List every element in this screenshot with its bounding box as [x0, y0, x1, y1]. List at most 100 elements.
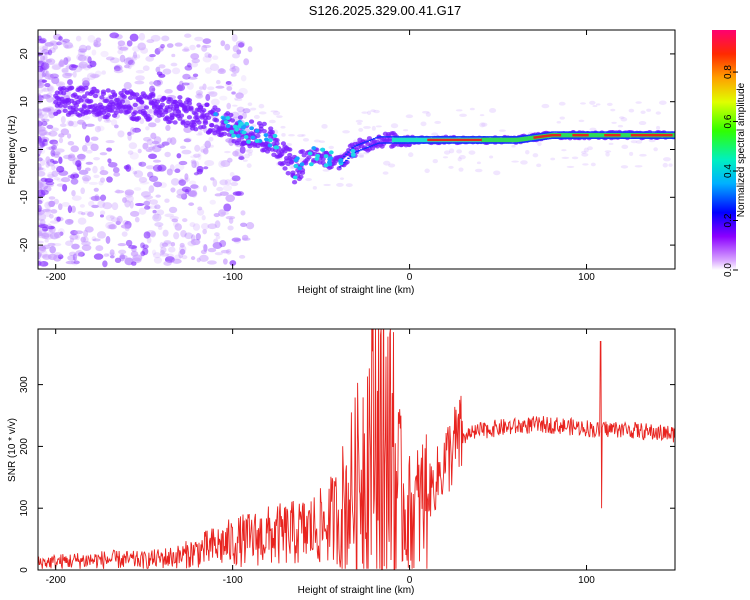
- noise-cell: [132, 254, 142, 261]
- noise-cell: [238, 42, 244, 48]
- noise-cell: [242, 235, 248, 241]
- ridge-edge-cell: [502, 136, 504, 137]
- ridge-cell: [104, 99, 109, 103]
- ridge-edge-cell: [369, 146, 371, 147]
- noise-cell: [434, 121, 441, 124]
- ridge-edge-cell: [604, 131, 606, 132]
- bottom-y-tick-label: 200: [19, 438, 30, 455]
- ridge-edge-cell: [430, 136, 432, 137]
- ridge-cell: [203, 121, 208, 125]
- noise-cell: [172, 68, 180, 75]
- noise-cell: [91, 136, 99, 140]
- ridge-edge-cell: [381, 136, 383, 137]
- noise-cell: [489, 108, 496, 113]
- noise-cell: [128, 245, 137, 249]
- ridge-edge-cell: [560, 131, 562, 132]
- ridge-cell: [214, 118, 219, 122]
- ridge-edge-cell: [538, 133, 540, 134]
- noise-cell: [458, 168, 463, 172]
- ridge-cell: [222, 132, 227, 136]
- noise-cell: [175, 43, 183, 47]
- ridge-cell: [292, 180, 297, 184]
- noise-cell: [136, 70, 145, 74]
- noise-cell: [184, 232, 192, 239]
- noise-cell: [68, 205, 72, 213]
- ridge-edge-cell: [356, 151, 358, 152]
- ridge-edge-cell: [625, 138, 627, 139]
- noise-cell: [163, 261, 171, 266]
- noise-cell: [61, 116, 66, 124]
- noise-cell: [100, 166, 104, 172]
- noise-cell: [179, 161, 188, 165]
- noise-cell: [557, 121, 561, 124]
- ridge-edge-cell: [619, 138, 621, 139]
- noise-cell: [110, 249, 115, 255]
- noise-cell: [328, 146, 334, 149]
- noise-cell: [95, 126, 101, 132]
- ridge-edge-cell: [419, 136, 421, 137]
- noise-cell: [74, 230, 83, 234]
- ridge-edge-cell: [662, 138, 664, 139]
- noise-cell: [629, 152, 633, 156]
- noise-cell: [198, 131, 203, 135]
- noise-cell: [110, 57, 120, 63]
- top-x-tick-label: -200: [46, 272, 66, 283]
- ridge-edge-cell: [574, 131, 576, 132]
- noise-cell: [205, 94, 210, 101]
- ridge-edge-cell: [632, 131, 634, 132]
- noise-cell: [90, 144, 98, 152]
- noise-cell: [95, 245, 103, 251]
- top-y-axis-label: Frequency (Hz): [7, 116, 18, 185]
- noise-cell: [89, 61, 96, 68]
- ridge-edge-cell: [405, 136, 407, 137]
- noise-cell: [198, 152, 202, 160]
- noise-cell: [44, 83, 50, 87]
- ridge-edge-cell: [500, 136, 502, 137]
- noise-cell: [70, 145, 79, 152]
- ridge-edge-cell: [453, 142, 455, 143]
- noise-cell: [114, 68, 124, 73]
- ridge-highlight-cell: [351, 152, 356, 156]
- noise-cell: [194, 37, 203, 41]
- ridge-highlight-cell: [293, 175, 298, 179]
- ridge-edge-cell: [558, 138, 560, 139]
- ridge-edge-cell: [519, 136, 521, 137]
- noise-cell: [559, 102, 566, 106]
- ridge-highlight-cell: [297, 166, 302, 170]
- ridge-edge-cell: [536, 133, 538, 134]
- ridge-highlight-cell: [300, 162, 305, 166]
- noise-cell: [148, 154, 157, 159]
- colorbar-tick-label: 0.4: [723, 164, 734, 178]
- ridge-edge-cell: [636, 138, 638, 139]
- noise-cell: [499, 129, 506, 131]
- ridge-edge-cell: [511, 142, 513, 143]
- ridge-edge-cell: [445, 136, 447, 137]
- ridge-edge-cell: [541, 139, 543, 140]
- ridge-cell: [192, 123, 197, 127]
- ridge-edge-cell: [640, 138, 642, 139]
- noise-cell: [170, 187, 175, 192]
- noise-cell: [211, 99, 220, 106]
- noise-cell: [88, 201, 94, 207]
- ridge-edge-cell: [473, 136, 475, 137]
- ridge-edge-cell: [528, 135, 530, 136]
- ridge-cell: [249, 119, 254, 123]
- noise-cell: [171, 178, 179, 185]
- noise-cell: [155, 118, 161, 123]
- ridge-highlight-cell: [255, 129, 260, 133]
- noise-cell: [215, 193, 223, 196]
- noise-cell: [359, 155, 364, 158]
- ridge-cell: [173, 120, 178, 124]
- ridge-edge-cell: [464, 136, 466, 137]
- ridge-edge-cell: [347, 158, 349, 159]
- noise-cell: [97, 231, 106, 239]
- noise-cell: [45, 156, 50, 163]
- noise-cell: [239, 255, 245, 259]
- ridge-edge-cell: [630, 131, 632, 132]
- ridge-cell: [201, 108, 206, 112]
- noise-cell: [100, 152, 107, 155]
- noise-cell: [75, 250, 83, 256]
- ridge-hot-cell: [559, 134, 561, 136]
- ridge-cell: [69, 86, 74, 90]
- ridge-cell: [88, 99, 93, 103]
